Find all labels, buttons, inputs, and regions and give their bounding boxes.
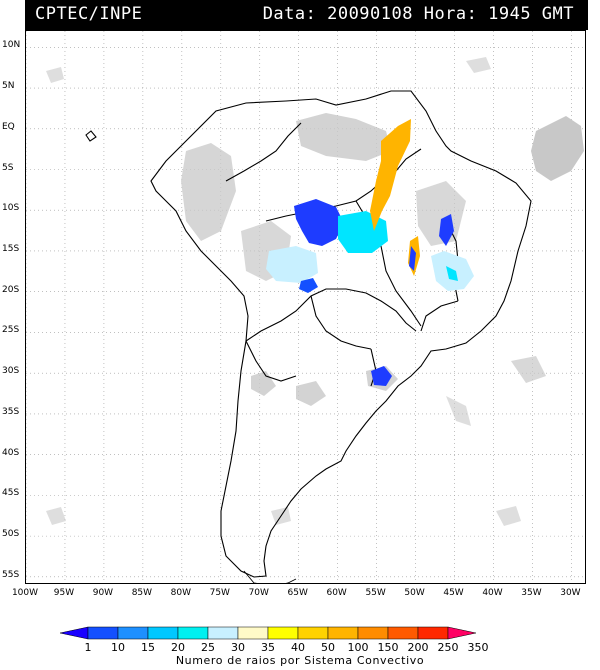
longitude-tick-label: 50W — [404, 588, 425, 598]
colorbar-caption: Numero de raios por Sistema Convectivo — [175, 654, 425, 667]
colorbar — [60, 626, 477, 640]
latitude-tick-label: 5S — [2, 162, 14, 173]
colorbar-swatch — [117, 626, 149, 640]
colorbar-swatch — [177, 626, 209, 640]
colorbar-swatch — [237, 626, 269, 640]
colorbar-tick-label: 1 — [84, 641, 92, 654]
map-header: CPTEC/INPE Data: 20090108 Hora: 1945 GMT — [25, 0, 588, 30]
longitude-tick-label: 45W — [443, 588, 464, 598]
latitude-tick-label: 40S — [2, 447, 20, 458]
colorbar-tick-label: 150 — [377, 641, 399, 654]
colorbar-tick-label: 15 — [141, 641, 155, 654]
latitude-tick-label: 50S — [2, 529, 20, 540]
colorbar-swatch — [147, 626, 179, 640]
colorbar-tick-label: 10 — [111, 641, 125, 654]
longitude-tick-label: 40W — [482, 588, 503, 598]
colorbar-tick-label: 25 — [201, 641, 215, 654]
graticule — [26, 31, 585, 583]
colorbar-swatch — [357, 626, 389, 640]
longitude-tick-label: 100W — [11, 588, 39, 598]
colorbar-swatch — [207, 626, 239, 640]
longitude-tick-label: 35W — [521, 588, 542, 598]
latitude-tick-label: 55S — [2, 569, 20, 580]
latitude-tick-label: 35S — [2, 406, 20, 417]
colorbar-swatch — [387, 626, 419, 640]
colorbar-tick-label: 350 — [467, 641, 489, 654]
latitude-tick-label: 5N — [2, 81, 15, 92]
colorbar-tick-label: 50 — [321, 641, 335, 654]
colorbar-tick-label: 200 — [407, 641, 429, 654]
longitude-tick-label: 80W — [170, 588, 192, 598]
convective-systems — [266, 119, 474, 386]
cloud-cover — [46, 57, 584, 526]
map-canvas — [26, 31, 585, 583]
latitude-tick-label: 10N — [2, 40, 21, 51]
latitude-tick-label: 10S — [2, 203, 20, 214]
latitude-tick-label: 20S — [2, 284, 20, 295]
colorbar-swatch — [267, 626, 299, 640]
latitude-tick-label: EQ — [2, 121, 15, 132]
longitude-tick-label: 95W — [53, 588, 75, 598]
colorbar-tick-label: 30 — [231, 641, 245, 654]
colorbar-tick-label: 250 — [437, 641, 459, 654]
latitude-tick-label: 25S — [2, 325, 20, 336]
longitude-tick-label: 60W — [326, 588, 347, 598]
longitude-tick-label: 75W — [209, 588, 230, 598]
colorbar-swatch — [60, 626, 89, 640]
colorbar-tick-label: 40 — [291, 641, 305, 654]
colorbar-tick-label: 100 — [347, 641, 369, 654]
longitude-tick-label: 30W — [560, 588, 581, 598]
datetime-label: Data: 20090108 Hora: 1945 GMT — [262, 4, 574, 24]
longitude-tick-label: 55W — [365, 588, 386, 598]
longitude-tick-label: 65W — [287, 588, 308, 598]
longitude-tick-label: 85W — [131, 588, 153, 598]
coastline-and-borders — [85, 90, 532, 583]
latitude-tick-label: 30S — [2, 366, 20, 377]
colorbar-swatch — [417, 626, 449, 640]
longitude-tick-label: 70W — [248, 588, 269, 598]
colorbar-swatch — [327, 626, 359, 640]
colorbar-swatch — [87, 626, 119, 640]
latitude-tick-label: 45S — [2, 488, 20, 499]
colorbar-tick-label: 20 — [171, 641, 185, 654]
source-label: CPTEC/INPE — [35, 4, 143, 24]
latitude-tick-label: 15S — [2, 243, 20, 254]
colorbar-swatch — [297, 626, 329, 640]
colorbar-swatch — [447, 626, 477, 640]
longitude-tick-label: 90W — [92, 588, 114, 598]
colorbar-tick-label: 35 — [261, 641, 275, 654]
map-frame — [25, 30, 586, 584]
